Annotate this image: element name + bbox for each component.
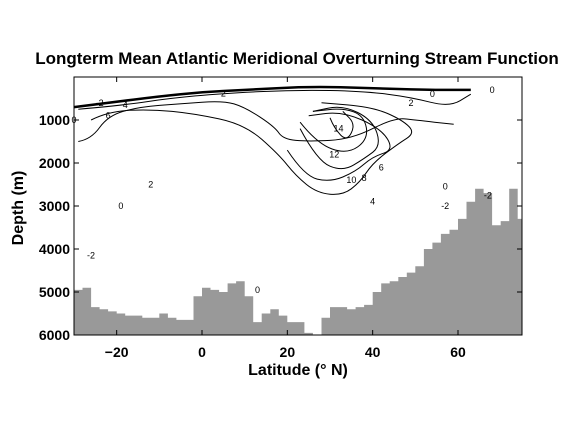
y-tick-label: 2000 [39,155,70,171]
contour-label: 4 [123,100,128,110]
x-tick-label: −20 [105,344,129,360]
contour-label: -2 [87,250,95,260]
y-tick-label: 5000 [39,284,70,300]
contour-line-2 [78,89,472,110]
contour-label: 0 [118,201,123,211]
contour-line-0 [73,85,471,109]
contour-label: -2 [441,201,449,211]
contour-label: 2 [221,88,226,98]
contour-label: 12 [329,149,339,159]
y-tick-label: 3000 [39,198,70,214]
contour-label: 4 [370,197,375,207]
bathymetry-area [74,188,522,335]
contour-label: 14 [334,124,344,134]
contour-line-12 [299,108,368,152]
y-tick-label: 1000 [39,112,70,128]
contour-lines [73,85,472,195]
contour-label: 8 [362,173,367,183]
contour-label: 0 [255,285,260,295]
contour-label: 2 [409,98,414,108]
contour-label: 6 [106,111,111,121]
chart-title: Longterm Mean Atlantic Meridional Overtu… [35,49,559,68]
contour-line-14 [329,111,354,139]
x-axis-title: Latitude (° N) [248,362,348,379]
contour-label: 10 [346,175,356,185]
contour-label: 2 [148,180,153,190]
contour-label: -2 [96,98,104,108]
x-tick-label: 40 [365,344,381,360]
y-tick-label: 6000 [39,327,70,343]
contour-line-4 [78,101,454,142]
contour-label: 0 [430,89,435,99]
contour-label: 0 [490,85,495,95]
contour-line-8 [286,112,391,181]
x-tick-label: 60 [450,344,466,360]
contour-line-10 [299,106,379,170]
contour-line-6 [90,102,413,195]
y-axis-title: Depth (m) [10,171,27,246]
contour-label: 6 [379,162,384,172]
y-tick-label: 4000 [39,241,70,257]
contour-label: 0 [443,182,448,192]
contour-label: -2 [484,190,492,200]
x-tick-label: 0 [198,344,206,360]
x-axis: −20 0 20 40 60 [105,77,466,360]
x-tick-label: 20 [280,344,296,360]
